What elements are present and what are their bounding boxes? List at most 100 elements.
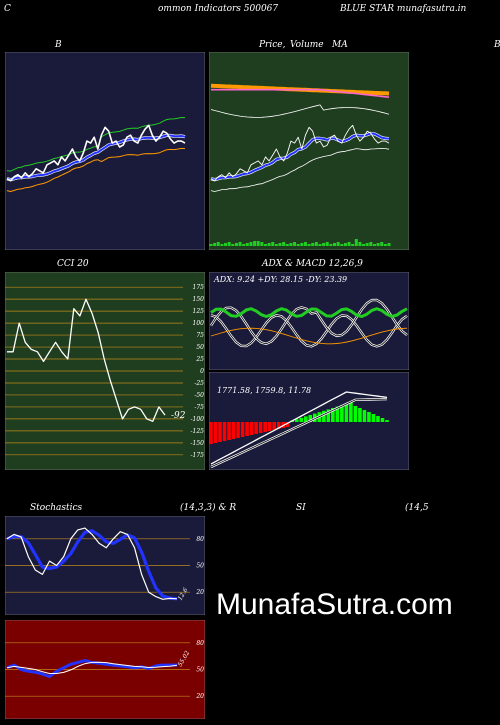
volume-bar [209, 244, 213, 246]
macd-hist-bar [353, 406, 358, 422]
macd-hist-bar [240, 422, 245, 437]
volume-bar [289, 243, 293, 246]
macd-hist-bar [362, 410, 367, 422]
edge-b-label: B [494, 40, 500, 50]
volume-bar [282, 242, 286, 246]
cci-chart: 175 150 125 100 75 50 25 0 -25 -50 -75 -100 -125 -150… [5, 272, 205, 470]
rsi-tick-label: 80 [196, 640, 204, 647]
bollinger-title: B [55, 40, 62, 50]
volume-bar [369, 242, 373, 246]
cci-tick-label: 175 [193, 284, 205, 291]
volume-bar [296, 244, 300, 246]
macd-hist-bar [308, 415, 313, 422]
volume-bar [329, 244, 333, 246]
volume-bar [242, 244, 246, 246]
volume-bar [362, 244, 366, 246]
adx-bg [209, 272, 409, 370]
cci-tick-label: -150 [191, 440, 205, 447]
ma-slow-line [210, 148, 390, 192]
macd-hist-bar [344, 403, 349, 422]
stoch-panel: 80 50 20 12.6 [5, 516, 205, 615]
volume-bar [365, 243, 369, 246]
bollinger-panel [5, 52, 205, 250]
volume-bar [256, 241, 260, 246]
header-right: BLUE STAR munafasutra.in [340, 4, 467, 14]
volume-bar [387, 243, 391, 246]
volume-bar [224, 243, 228, 246]
volume-bar [245, 243, 249, 246]
volume-bar [249, 242, 253, 246]
volume-bar [253, 241, 257, 246]
cci-tick-label: -75 [194, 404, 204, 411]
macd-hist-bar [340, 405, 344, 422]
cci-tick-label: 100 [193, 320, 205, 327]
bollinger-lower-line [6, 147, 186, 192]
macd-hist-bar [322, 410, 326, 422]
volume-bar [322, 243, 326, 246]
watermark: MunafaSutra.com [216, 588, 453, 621]
ma50-line [210, 104, 390, 118]
volume-bar [285, 244, 289, 246]
stoch-tick-label: 80 [196, 536, 204, 543]
adx-green-line [210, 307, 408, 318]
cci-tick-label: -175 [191, 452, 205, 459]
volume-bar [336, 242, 340, 246]
volume-bar [311, 243, 315, 246]
ma100-line [211, 88, 390, 98]
volume-bar [260, 242, 264, 246]
volume-bar [263, 244, 267, 246]
cci-tick-label: 150 [193, 296, 205, 303]
macd-hist-bar [294, 419, 299, 422]
macd-hist-bar [209, 422, 213, 444]
rsi-params: (14,5 [405, 503, 429, 513]
adx-panel: ADX: 9.24 +DY: 28.15 -DY: 23.39 [209, 272, 409, 370]
volume-bar [234, 243, 238, 246]
macd-chart [209, 372, 409, 470]
volume-bar [220, 244, 224, 246]
macd-hist-bar [254, 422, 258, 434]
macd-hist-bar [267, 422, 272, 431]
ma20-line [210, 132, 390, 181]
stoch-k-line [6, 527, 178, 600]
bollinger-bg [5, 52, 205, 250]
cci-tick-label: 75 [196, 332, 204, 339]
volume-bar [307, 244, 311, 246]
cci-tick-label: 25 [195, 356, 204, 363]
volume-bar [333, 243, 337, 246]
cci-panel: 175 150 125 100 75 50 25 0 -25 -50 -75 -100 -125 -150… [5, 272, 205, 470]
volume-bar [354, 239, 358, 246]
macd-hist-bar [249, 422, 254, 435]
volume-bar [376, 243, 380, 246]
bollinger-middle-line [6, 134, 186, 181]
cci-tick-label: 125 [193, 308, 205, 315]
volume-bar [213, 243, 217, 246]
volume-bar [318, 244, 322, 246]
price-ma-chart [209, 52, 409, 250]
bollinger-upper-line [6, 117, 186, 172]
volume-bar [380, 242, 384, 246]
macd-hist-bar [285, 422, 290, 427]
cci-tick-label: -125 [191, 428, 205, 435]
macd-hist-bar [263, 422, 267, 432]
cci-last-value: -92 [171, 411, 186, 421]
macd-hist-bar [326, 409, 331, 422]
volume-bar [227, 242, 231, 246]
macd-hist-bar [367, 412, 371, 422]
macd-panel: 1771.58, 1759.8, 11.78 [209, 372, 409, 470]
macd-line [210, 391, 388, 465]
adx-minus-di-line [210, 314, 408, 347]
macd-hist-bar [236, 422, 240, 438]
bollinger-price-line [6, 124, 186, 182]
ma-title: MA [332, 40, 348, 50]
volume-bar [347, 242, 351, 246]
cci-tick-label: -50 [194, 392, 204, 399]
macd-hist-bar [331, 408, 335, 422]
macd-hist-bar [358, 408, 362, 422]
volume-bar [340, 244, 344, 246]
macd-hist-bar [349, 402, 353, 422]
macd-hist-bar [276, 422, 281, 429]
macd-hist-bar [258, 422, 263, 433]
stoch-d-line [6, 529, 178, 601]
